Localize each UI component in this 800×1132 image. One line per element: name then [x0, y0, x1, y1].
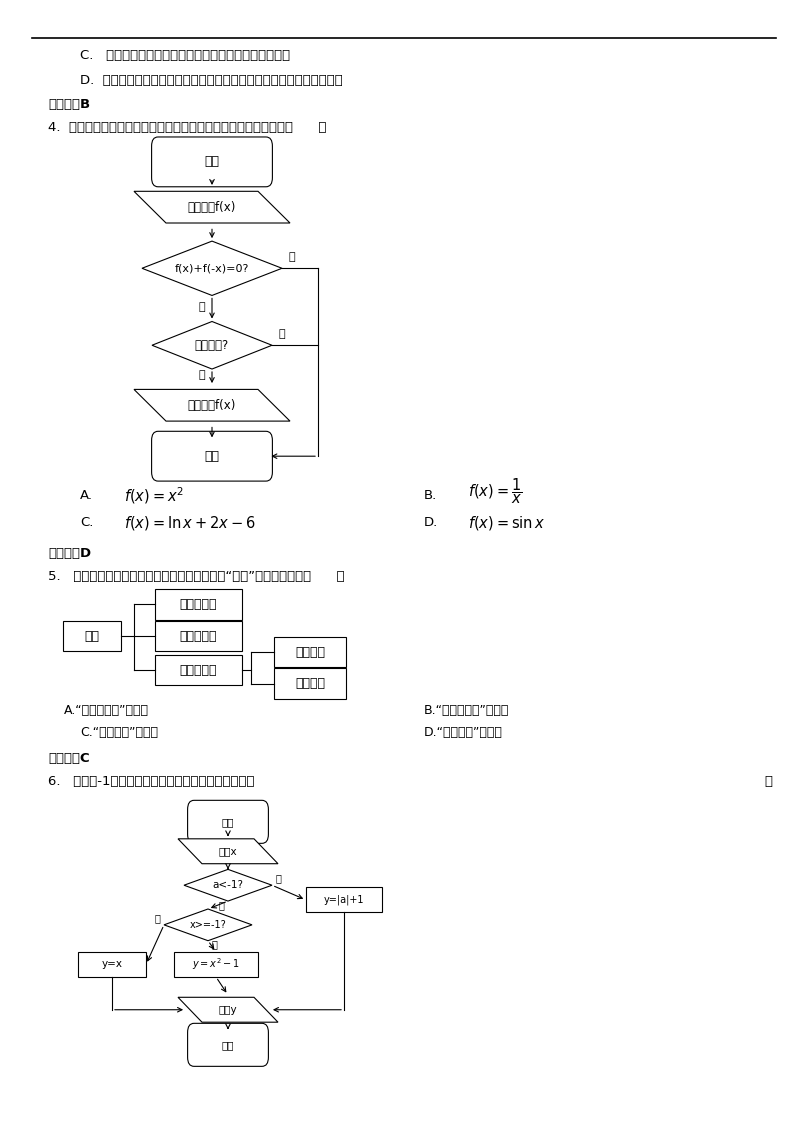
Text: 4.  某流程如图所示，现输入如下四个函数，则可以输出的函数是（      ）: 4. 某流程如图所示，现输入如下四个函数，则可以输出的函数是（ ） [48, 121, 326, 135]
Polygon shape [142, 241, 282, 295]
Text: D.“基本运算”的下位: D.“基本运算”的下位 [424, 726, 503, 739]
Text: 输出y: 输出y [218, 1005, 238, 1014]
Text: D.: D. [424, 516, 438, 530]
FancyBboxPatch shape [187, 800, 268, 843]
Text: （: （ [764, 774, 772, 788]
Text: 集合: 集合 [85, 629, 99, 643]
Text: 否: 否 [289, 252, 295, 261]
FancyBboxPatch shape [152, 137, 272, 187]
Text: 6.   当输入-1，按如图所示程序运行后，输出的结果是: 6. 当输入-1，按如图所示程序运行后，输出的结果是 [48, 774, 254, 788]
Text: 基本运算: 基本运算 [295, 677, 326, 691]
Text: 结束: 结束 [222, 1040, 234, 1049]
Text: 开始: 开始 [222, 817, 234, 826]
Text: $f(x) = x^2$: $f(x) = x^2$ [124, 486, 184, 506]
Polygon shape [152, 321, 272, 369]
Text: 集合的运算: 集合的运算 [180, 663, 217, 677]
Text: 【答案】D: 【答案】D [48, 547, 91, 560]
FancyBboxPatch shape [274, 668, 346, 698]
Polygon shape [134, 389, 290, 421]
Text: x>=-1?: x>=-1? [190, 920, 226, 929]
Text: C.: C. [80, 516, 94, 530]
Text: f(x)+f(-x)=0?: f(x)+f(-x)=0? [175, 264, 249, 273]
FancyBboxPatch shape [78, 952, 146, 977]
Text: A.: A. [80, 489, 93, 503]
Polygon shape [184, 869, 272, 901]
FancyBboxPatch shape [174, 952, 258, 977]
Text: 集合的概念: 集合的概念 [180, 598, 217, 611]
Polygon shape [178, 839, 278, 864]
Text: 开始: 开始 [205, 155, 219, 169]
FancyBboxPatch shape [274, 636, 346, 668]
Text: $f(x) = \dfrac{1}{x}$: $f(x) = \dfrac{1}{x}$ [468, 477, 522, 506]
Text: 否: 否 [212, 940, 218, 950]
Text: $f(x) = \sin x$: $f(x) = \sin x$ [468, 514, 546, 532]
Text: $f(x) = \ln x + 2x - 6$: $f(x) = \ln x + 2x - 6$ [124, 514, 256, 532]
Text: 是: 是 [199, 370, 206, 380]
Polygon shape [134, 191, 290, 223]
Text: 【答案】C: 【答案】C [48, 752, 90, 765]
Text: 结束: 结束 [205, 449, 219, 463]
Text: B.: B. [424, 489, 438, 503]
Text: $y=x^2-1$: $y=x^2-1$ [192, 957, 240, 972]
Text: 存在零点?: 存在零点? [195, 338, 229, 352]
Polygon shape [164, 909, 252, 941]
Text: 集合的表示: 集合的表示 [180, 629, 217, 643]
Text: 5.   下图是《集合》的知识结构图，如果要加入“子集”，则应该放在（      ）: 5. 下图是《集合》的知识结构图，如果要加入“子集”，则应该放在（ ） [48, 569, 345, 583]
Text: A.“集合的概念”的下位: A.“集合的概念”的下位 [64, 704, 149, 718]
Text: 是: 是 [199, 302, 206, 311]
FancyBboxPatch shape [306, 887, 382, 912]
Text: 输入x: 输入x [218, 847, 238, 856]
FancyBboxPatch shape [155, 620, 242, 652]
Text: y=|a|+1: y=|a|+1 [324, 894, 364, 906]
FancyBboxPatch shape [152, 431, 272, 481]
Text: 是: 是 [276, 874, 282, 883]
Text: a<-1?: a<-1? [213, 881, 243, 890]
Text: 【答案】B: 【答案】B [48, 97, 90, 111]
FancyBboxPatch shape [155, 654, 242, 686]
Text: C.   工序流程图中的流程线表示相邻工序之间的衔接关系: C. 工序流程图中的流程线表示相邻工序之间的衔接关系 [80, 49, 290, 62]
Text: D.  结构图中基本要素之间一般为概念上的从属关系或逻辑上的先后关系: D. 结构图中基本要素之间一般为概念上的从属关系或逻辑上的先后关系 [80, 74, 342, 87]
Text: 输出函数f(x): 输出函数f(x) [188, 398, 236, 412]
Text: C.“基本关系”的下位: C.“基本关系”的下位 [80, 726, 158, 739]
FancyBboxPatch shape [155, 589, 242, 620]
Text: 是: 是 [154, 914, 160, 923]
Text: 输入函数f(x): 输入函数f(x) [188, 200, 236, 214]
FancyBboxPatch shape [187, 1023, 268, 1066]
Text: 基本关系: 基本关系 [295, 645, 326, 659]
Text: B.“集合的表示”的下位: B.“集合的表示”的下位 [424, 704, 510, 718]
Text: 否: 否 [278, 329, 285, 338]
Text: y=x: y=x [102, 960, 122, 969]
FancyBboxPatch shape [63, 620, 121, 652]
Text: 是: 是 [218, 900, 224, 910]
Polygon shape [178, 997, 278, 1022]
